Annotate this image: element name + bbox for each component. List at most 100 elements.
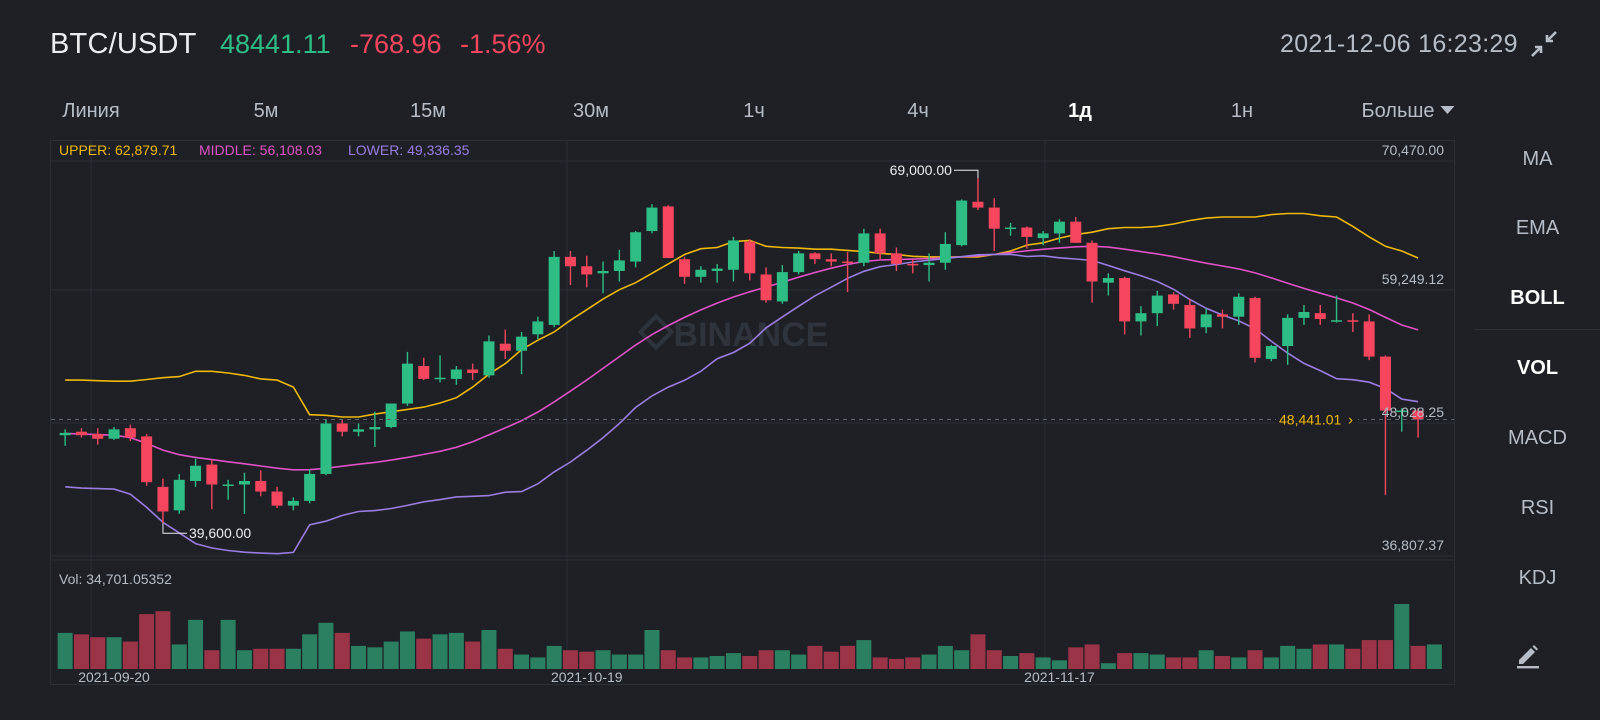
candle-body (1412, 410, 1424, 420)
volume-bar (1214, 656, 1230, 669)
candlestick-chart[interactable]: BINANCE 70,470.00 59,249.12 48,028.25 36,807… (51, 141, 1454, 684)
candle-body (988, 207, 1000, 229)
volume-bar (1410, 645, 1426, 669)
timeframe-5m[interactable]: 5м (253, 100, 279, 122)
candle-body (564, 256, 576, 267)
volume-bar (579, 651, 595, 669)
volume-bar (514, 654, 530, 669)
candle-body (907, 263, 919, 266)
volume-bar (302, 634, 318, 669)
indicator-ema[interactable]: EMA (1515, 217, 1560, 239)
indicator-rsi[interactable]: RSI (1520, 497, 1555, 519)
timeframe-1w[interactable]: 1н (1230, 100, 1254, 122)
volume-bar (1166, 657, 1182, 669)
indicator-vol[interactable]: VOL (1516, 357, 1559, 379)
watermark-text: BINANCE (674, 316, 829, 354)
candle-body (1282, 317, 1294, 347)
candle-body (385, 403, 397, 428)
candle-body (206, 464, 218, 485)
timeframe-4h[interactable]: 4ч (907, 100, 929, 122)
volume-bar (840, 645, 856, 669)
candle-body (516, 336, 528, 351)
candle-body (92, 434, 104, 439)
indicator-macd[interactable]: MACD (1508, 427, 1567, 449)
candle-body (1021, 227, 1033, 237)
indicator-ma[interactable]: MA (1522, 148, 1553, 170)
volume-bar (758, 650, 774, 669)
candle-body (711, 268, 723, 271)
timeframe-30m[interactable]: 30м (573, 100, 609, 122)
candle-body (1135, 313, 1147, 322)
current-price-tag: 48,441.01 (1279, 411, 1341, 427)
volume-bar (285, 648, 301, 669)
chart-area[interactable]: BINANCE 70,470.00 59,249.12 48,028.25 36,807… (50, 140, 1455, 685)
low-marker-label: 39,600.00 (189, 525, 251, 541)
volume-bar (1198, 650, 1214, 669)
candle-body (418, 365, 430, 379)
volume-bar (155, 611, 171, 669)
indicator-boll[interactable]: BOLL (1510, 287, 1565, 309)
volume-bar (122, 641, 138, 669)
candle-body (956, 200, 968, 246)
candle-body (1070, 221, 1082, 243)
trading-pair[interactable]: BTC/USDT (50, 28, 197, 60)
boll-lower-line (65, 253, 1419, 555)
volume-bar (725, 653, 741, 669)
volume-bar (823, 651, 839, 669)
candle-body (222, 484, 234, 487)
volume-bar (872, 657, 888, 669)
timeframe-more[interactable]: Больше (1361, 100, 1455, 123)
volume-bar (1003, 656, 1019, 669)
price-axis-label: 70,470.00 (1382, 142, 1444, 158)
volume-bar (628, 654, 644, 669)
candle-body (1168, 294, 1180, 304)
candle-body (173, 479, 185, 511)
volume-bar (171, 644, 187, 669)
candle-body (499, 343, 511, 351)
candle-body (467, 369, 479, 374)
last-price: 48441.11 (220, 29, 331, 59)
volume-bar (57, 632, 73, 669)
volume-bar (399, 631, 415, 669)
candle-body (1005, 227, 1017, 230)
volume-bar (1394, 604, 1410, 669)
candle-body (646, 207, 658, 232)
volume-bar (73, 634, 89, 669)
candle-body (1233, 296, 1245, 317)
volume-bar (1361, 640, 1377, 669)
volume-bar (693, 657, 709, 669)
boll-middle-label: MIDDLE: 56,108.03 (199, 142, 322, 158)
volume-bar (204, 650, 220, 669)
volume-bar (236, 650, 252, 669)
volume-bar (742, 656, 758, 669)
candle-body (548, 256, 560, 325)
high-marker-line (953, 169, 979, 179)
volume-bar (1100, 663, 1116, 669)
indicator-kdj[interactable]: KDJ (1518, 567, 1557, 589)
volume-bar (1133, 653, 1149, 669)
volume-bar (888, 658, 904, 669)
candle-body (271, 491, 283, 506)
timeframe-1h[interactable]: 1ч (743, 100, 765, 122)
candle-body (939, 243, 951, 263)
volume-bar (1296, 648, 1312, 669)
collapse-arrows-icon[interactable] (1530, 30, 1558, 58)
pencil-draw-icon[interactable] (1513, 640, 1543, 670)
candle-body (59, 432, 71, 436)
candle-body (630, 232, 642, 262)
volume-bar (1149, 654, 1165, 669)
candle-body (1396, 410, 1408, 413)
timeframe-1d[interactable]: 1д (1068, 100, 1092, 122)
candle-body (1086, 242, 1098, 282)
candle-body (972, 201, 984, 208)
candle-body (679, 259, 691, 277)
timeframe-line[interactable]: Линия (62, 100, 120, 122)
volume-bar (1345, 648, 1361, 669)
timeframe-15m[interactable]: 15м (410, 100, 446, 122)
candle-body (287, 500, 299, 506)
candle-body (353, 429, 365, 432)
ticker-header: BTC/USDT 48441.11 -768.96 -1.56% 2021-12… (0, 0, 1600, 90)
volume-bar (709, 656, 725, 669)
boll-middle-line (65, 245, 1419, 471)
volume-bar (921, 654, 937, 669)
